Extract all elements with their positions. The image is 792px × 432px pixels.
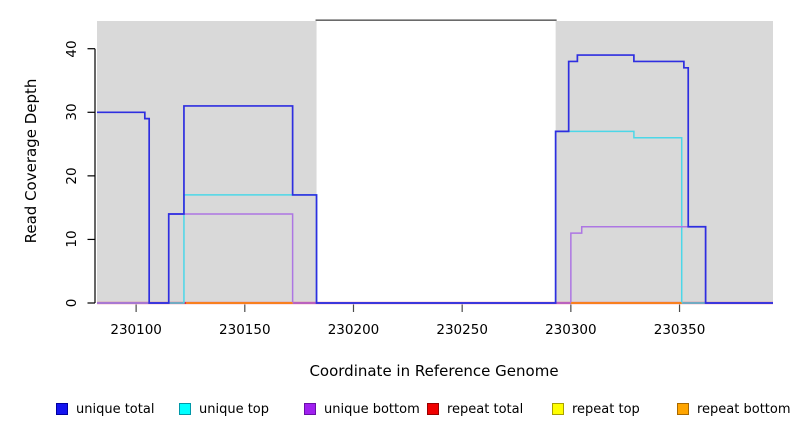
shaded-region-left [97, 21, 317, 303]
repeat-bottom-swatch-icon [677, 403, 689, 415]
legend-label: repeat top [572, 401, 640, 417]
legend-item-unique-top: unique top [179, 401, 269, 417]
x-tick-label: 230100 [110, 322, 162, 338]
unique-total-swatch-icon [56, 403, 68, 415]
y-tick-label: 40 [64, 40, 80, 58]
y-axis-title: Read Coverage Depth [22, 78, 40, 244]
legend-item-repeat-bottom: repeat bottom [677, 401, 791, 417]
y-tick-label: 10 [64, 230, 80, 249]
legend-item-repeat-total: repeat total [427, 401, 523, 417]
repeat-top-swatch-icon [552, 403, 564, 415]
x-tick-label: 230200 [327, 322, 380, 338]
unique-top-swatch-icon [179, 403, 191, 415]
series-unique-total [97, 54, 773, 304]
legend-label: repeat bottom [697, 401, 791, 417]
legend-item-unique-total: unique total [56, 401, 154, 417]
shaded-region-right [555, 21, 773, 303]
legend-label: unique top [199, 401, 270, 417]
legend-label: unique bottom [324, 401, 420, 417]
y-tick-label: 0 [64, 298, 80, 308]
x-tick-label: 230150 [219, 322, 271, 338]
legend-item-repeat-top: repeat top [552, 401, 640, 417]
legend-label: repeat total [447, 401, 524, 417]
y-tick-label: 30 [64, 103, 80, 121]
x-tick-label: 230250 [436, 322, 488, 338]
y-tick-label: 20 [64, 167, 80, 185]
x-tick-label: 230300 [545, 322, 597, 338]
x-tick-label: 230350 [653, 322, 706, 338]
legend-label: unique total [76, 401, 155, 417]
repeat-total-swatch-icon [427, 403, 439, 415]
legend-item-unique-bottom: unique bottom [304, 401, 420, 417]
unique-bottom-swatch-icon [304, 403, 316, 415]
x-axis-title: Coordinate in Reference Genome [309, 362, 559, 380]
